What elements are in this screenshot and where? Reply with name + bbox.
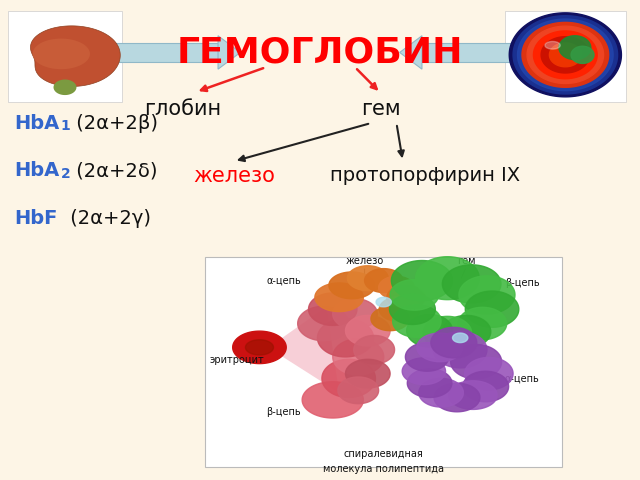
- Polygon shape: [315, 283, 364, 312]
- Text: (2α+2β): (2α+2β): [70, 114, 158, 132]
- Polygon shape: [434, 383, 480, 412]
- Text: HbA: HbA: [14, 114, 60, 132]
- Polygon shape: [379, 276, 414, 299]
- Text: β-цепь: β-цепь: [266, 407, 301, 417]
- FancyBboxPatch shape: [505, 11, 626, 102]
- FancyBboxPatch shape: [422, 43, 540, 62]
- Polygon shape: [513, 16, 618, 94]
- Polygon shape: [275, 307, 339, 393]
- Polygon shape: [522, 23, 609, 87]
- Polygon shape: [459, 276, 515, 314]
- Polygon shape: [380, 297, 420, 322]
- Text: α-цепь: α-цепь: [266, 276, 301, 286]
- Polygon shape: [527, 26, 604, 84]
- Polygon shape: [559, 36, 591, 60]
- Polygon shape: [333, 339, 384, 375]
- FancyBboxPatch shape: [8, 11, 122, 102]
- Polygon shape: [423, 316, 472, 350]
- Polygon shape: [518, 19, 613, 91]
- Polygon shape: [415, 257, 479, 300]
- Polygon shape: [346, 315, 390, 346]
- Polygon shape: [348, 266, 388, 290]
- Polygon shape: [433, 332, 487, 368]
- Polygon shape: [338, 377, 379, 404]
- Polygon shape: [402, 358, 445, 384]
- Polygon shape: [463, 371, 509, 402]
- Polygon shape: [392, 261, 452, 300]
- Polygon shape: [376, 297, 392, 307]
- Polygon shape: [302, 382, 364, 418]
- Polygon shape: [31, 26, 120, 86]
- Text: гем: гем: [458, 256, 476, 266]
- Polygon shape: [417, 333, 463, 362]
- Polygon shape: [431, 327, 477, 358]
- FancyArrowPatch shape: [201, 68, 263, 91]
- Polygon shape: [317, 319, 374, 357]
- Text: глобин: глобин: [145, 99, 221, 119]
- Polygon shape: [545, 41, 560, 49]
- Polygon shape: [458, 307, 507, 340]
- FancyArrowPatch shape: [357, 69, 376, 89]
- Polygon shape: [390, 294, 435, 324]
- Polygon shape: [346, 360, 390, 388]
- Polygon shape: [218, 36, 241, 69]
- Text: HbA: HbA: [14, 161, 60, 180]
- Polygon shape: [465, 358, 513, 390]
- Text: HbF: HbF: [14, 209, 58, 228]
- Polygon shape: [33, 38, 90, 69]
- Text: β-цепь: β-цепь: [505, 278, 540, 288]
- Polygon shape: [449, 381, 497, 409]
- Polygon shape: [308, 293, 357, 325]
- Polygon shape: [406, 314, 452, 347]
- Polygon shape: [371, 307, 409, 331]
- FancyArrowPatch shape: [239, 124, 368, 161]
- Polygon shape: [390, 280, 438, 310]
- Text: ГЕМОГЛОБИН: ГЕМОГЛОБИН: [177, 36, 463, 70]
- Text: спиралевидная: спиралевидная: [344, 449, 424, 458]
- FancyBboxPatch shape: [205, 257, 562, 467]
- Polygon shape: [549, 43, 581, 67]
- Text: гем: гем: [361, 99, 401, 119]
- Polygon shape: [233, 331, 286, 363]
- Polygon shape: [387, 285, 425, 309]
- Text: протопорфирин IX: протопорфирин IX: [330, 166, 520, 185]
- Polygon shape: [365, 269, 403, 292]
- Polygon shape: [451, 345, 502, 379]
- Text: молекула полипептида: молекула полипептида: [323, 464, 444, 474]
- Polygon shape: [322, 360, 376, 397]
- Polygon shape: [298, 306, 349, 341]
- Text: эритроцит: эритроцит: [210, 355, 264, 364]
- Text: железо: железо: [193, 166, 275, 186]
- Polygon shape: [419, 378, 463, 407]
- Polygon shape: [329, 272, 375, 299]
- Polygon shape: [333, 299, 378, 329]
- Polygon shape: [54, 80, 76, 95]
- Polygon shape: [393, 305, 441, 337]
- Polygon shape: [442, 265, 501, 303]
- Polygon shape: [407, 369, 452, 397]
- FancyArrowPatch shape: [397, 126, 404, 156]
- Polygon shape: [354, 336, 394, 364]
- Polygon shape: [571, 46, 594, 63]
- FancyBboxPatch shape: [100, 43, 218, 62]
- Text: 2: 2: [61, 167, 70, 180]
- Polygon shape: [399, 36, 422, 69]
- Text: 1: 1: [61, 119, 70, 133]
- Polygon shape: [442, 315, 491, 348]
- Polygon shape: [509, 13, 621, 97]
- Polygon shape: [541, 36, 589, 73]
- Polygon shape: [534, 31, 597, 79]
- Text: железо: железо: [346, 256, 384, 266]
- Polygon shape: [405, 343, 449, 371]
- Polygon shape: [465, 291, 519, 327]
- Text: α-цепь: α-цепь: [505, 373, 540, 384]
- Polygon shape: [452, 333, 468, 343]
- Polygon shape: [246, 340, 273, 355]
- Text: (2α+2δ): (2α+2δ): [70, 161, 157, 180]
- Text: (2α+2γ): (2α+2γ): [64, 209, 151, 228]
